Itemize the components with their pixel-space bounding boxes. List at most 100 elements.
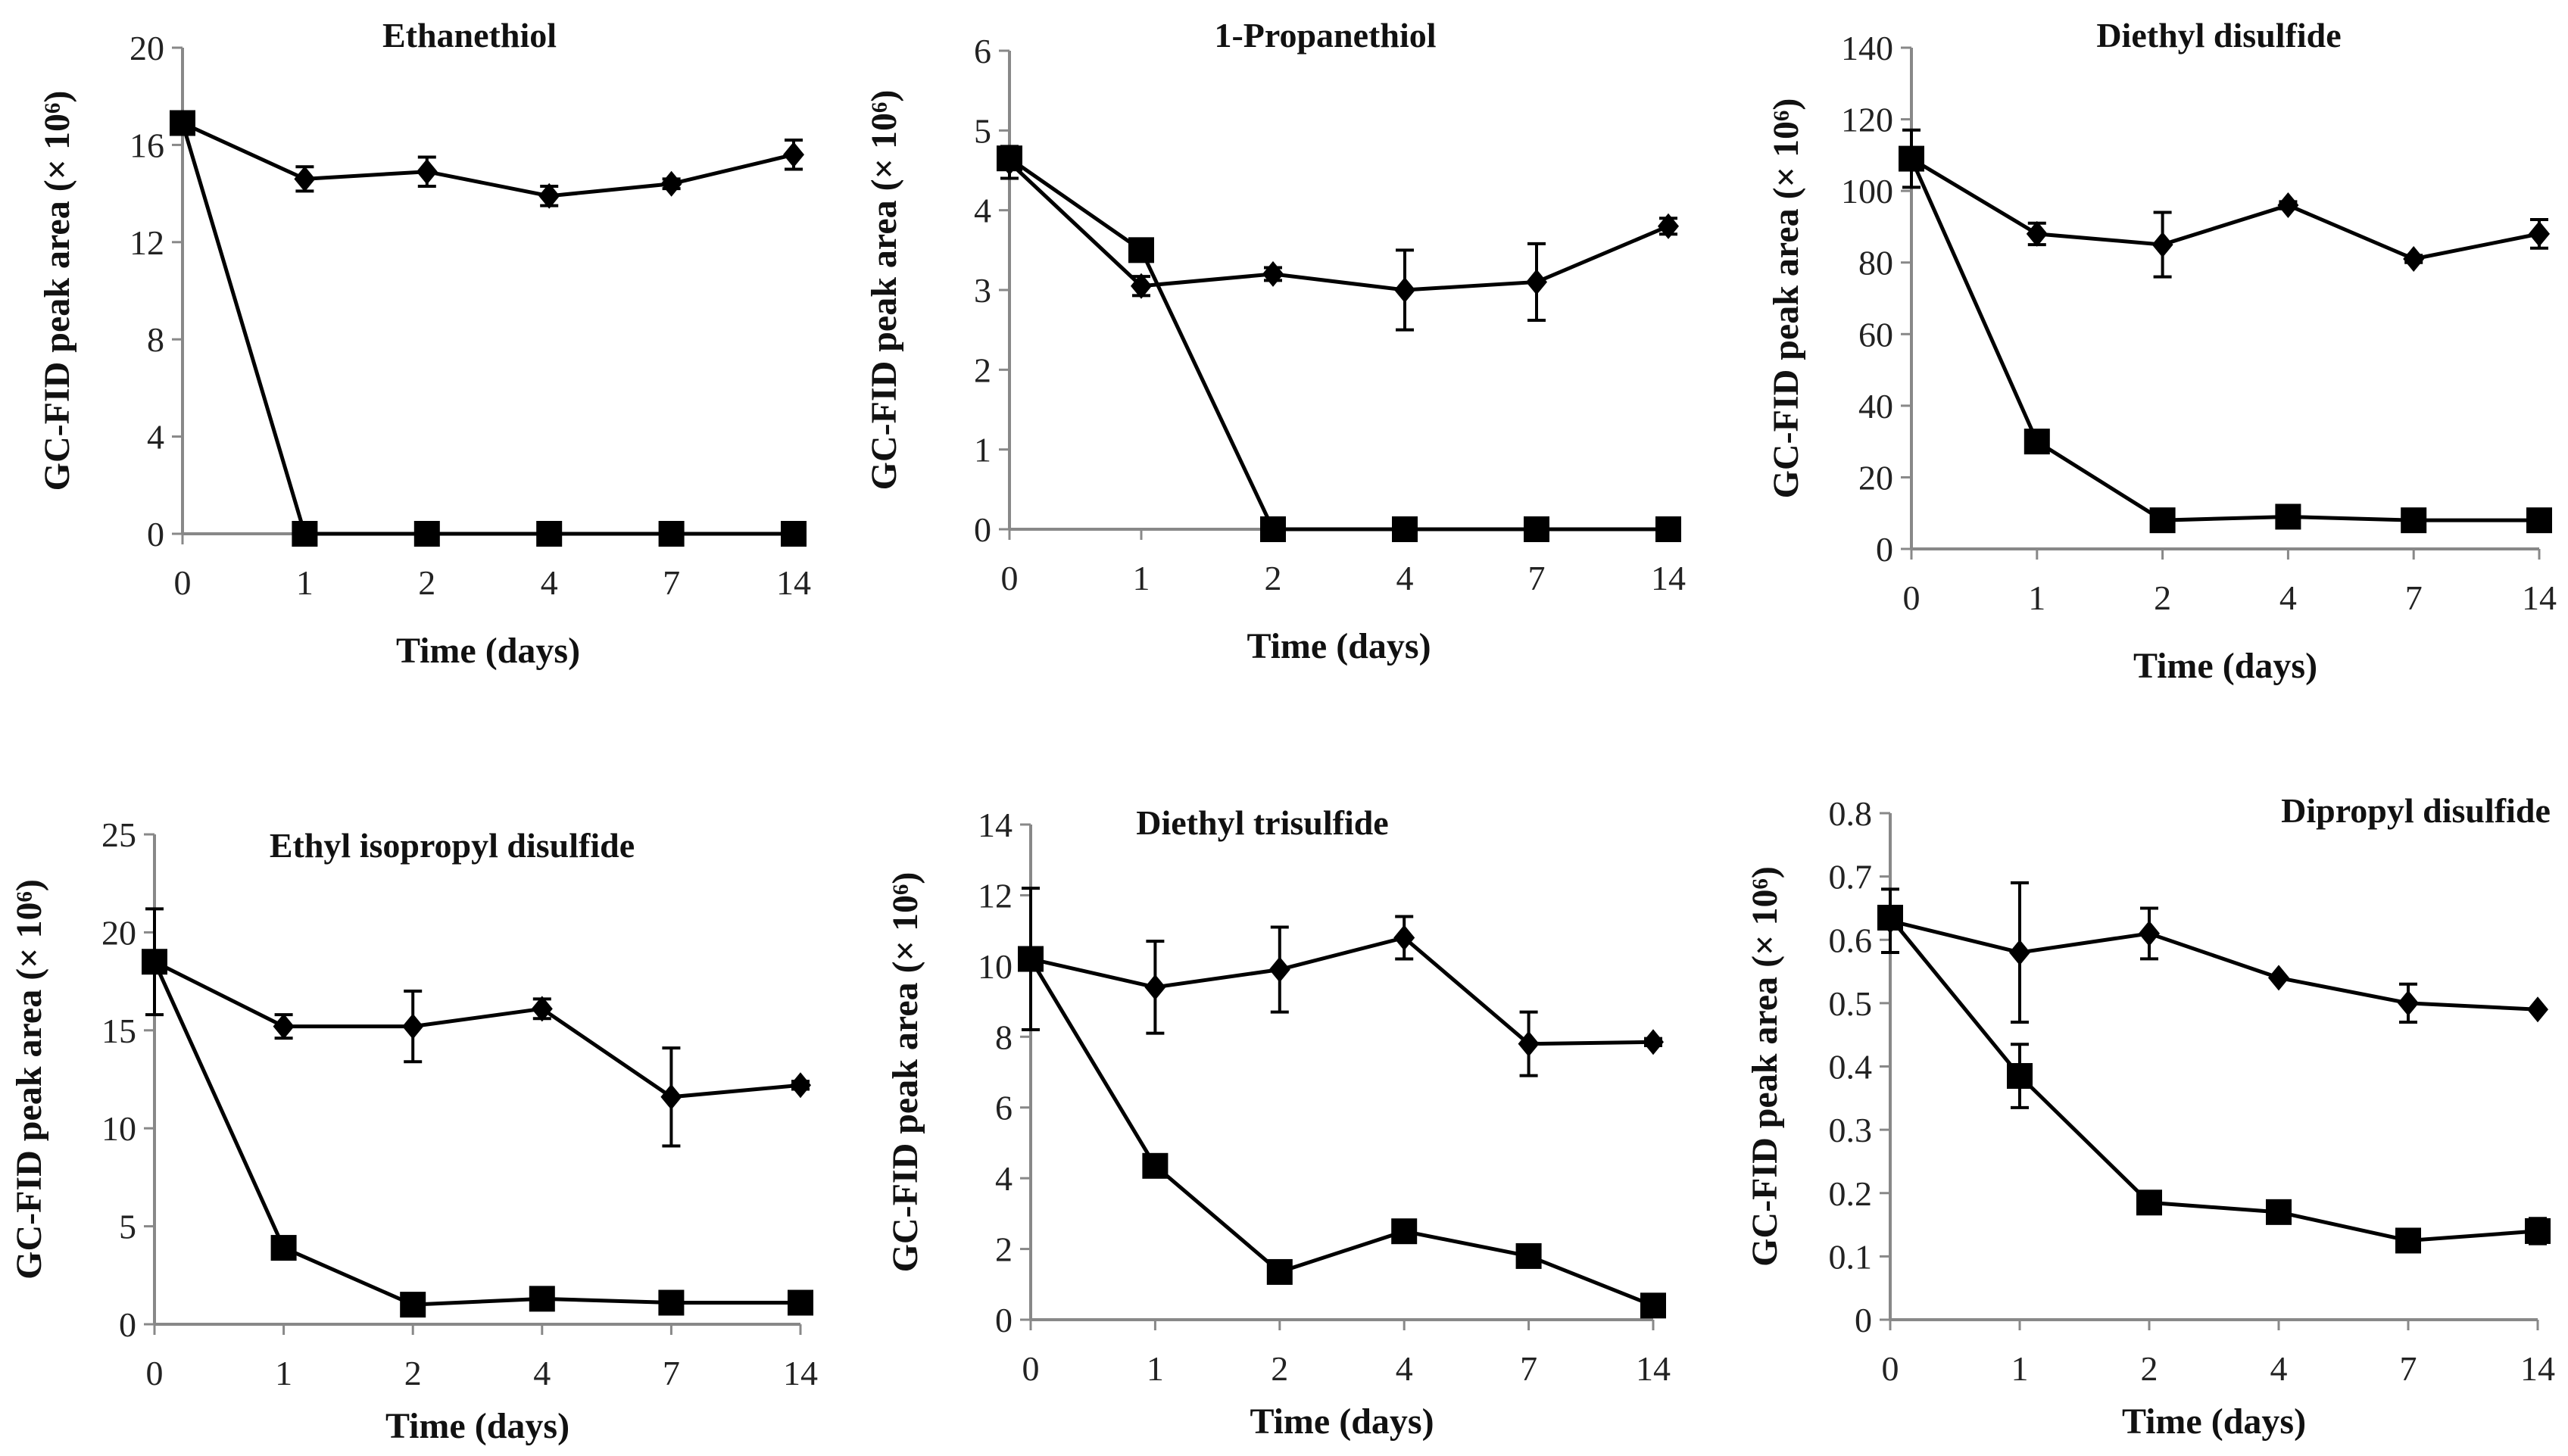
x-tick-label: 1 [275,1354,292,1392]
data-point-square [142,949,167,975]
y-tick-label: 3 [974,271,991,310]
data-point-diamond [2277,192,2299,219]
x-tick-label: 14 [776,563,811,602]
data-point-square [2275,504,2301,530]
data-point-diamond [660,170,682,197]
series-line-diamond [153,959,801,1099]
series-line-diamond [181,121,794,198]
y-tick-label: 4 [995,1159,1013,1198]
y-tick-label: 5 [974,111,991,150]
x-tick-label: 4 [2270,1349,2288,1388]
x-tick-label: 2 [2141,1349,2158,1388]
data-point-diamond [273,1013,295,1040]
data-point-square [658,1289,685,1316]
x-tick-label: 14 [2522,578,2557,617]
series-line-diamond [1008,161,1669,292]
y-tick-label: 10 [101,1109,136,1148]
y-tick-label: 0.8 [1829,794,1873,833]
data-point-square [788,1289,813,1316]
y-tick-label: 20 [1858,458,1893,497]
data-point-diamond [1658,213,1679,239]
data-point-square [2395,1227,2421,1254]
series-line-diamond [1030,935,1654,1046]
chart-panel-1: 0 1 2 3 4 5 6 0 1 2 4 7 14 1-Propanethiol Time (days) G… [864,16,1686,666]
x-tick-label: 2 [1265,559,1282,597]
chart-panel-5: 0 0.1 0.2 0.3 0.4 0.5 0.6 0.7 0.8 0 1 2 4 7 14 Dipropyl… [1745,791,2555,1442]
data-point-square [2136,1189,2162,1216]
data-point-square [1018,946,1044,972]
data-point-square [1640,1292,1666,1319]
x-tick-label: 4 [1396,559,1414,597]
y-tick-label: 0.2 [1829,1174,1873,1213]
data-point-square [413,521,440,547]
y-tick-label: 6 [995,1089,1013,1127]
data-point-square [1128,237,1154,263]
x-tick-label: 1 [2011,1349,2029,1388]
data-point-diamond [2139,920,2160,946]
y-tick-label: 12 [129,223,164,262]
x-tick-label: 14 [2520,1349,2555,1388]
x-tick-label: 7 [663,1354,680,1392]
data-point-square [2525,1217,2551,1244]
x-tick-label: 2 [2154,578,2171,617]
data-point-square [997,145,1022,172]
data-point-diamond [1526,269,1547,295]
data-point-diamond [660,1083,682,1110]
y-tick-label: 2 [974,351,991,389]
chart-title: Dipropyl disulfide [2281,791,2551,830]
data-point-square [1899,145,1924,172]
x-axis-title: Time (days) [2133,646,2317,686]
y-tick-label: 0 [1855,1301,1872,1339]
data-point-square [536,521,563,547]
series-line-diamond [1889,918,2538,1012]
data-point-diamond [2151,232,2173,258]
x-tick-label: 7 [1528,559,1546,597]
series-line-square [1889,916,2538,1242]
data-point-diamond [790,1072,811,1099]
y-tick-label: 20 [129,29,164,67]
chart-title: Diethyl disulfide [2096,16,2341,55]
data-point-diamond [1393,924,1415,951]
series-line-square [1008,157,1668,532]
data-point-square [1524,516,1549,542]
series-line-diamond [1910,157,2540,261]
x-axis-title: Time (days) [2122,1401,2306,1442]
data-point-square [2007,1063,2033,1090]
data-point-square [1142,1152,1169,1179]
x-tick-label: 2 [1271,1349,1288,1388]
y-tick-label: 0 [147,515,164,553]
x-axis-title: Time (days) [1247,626,1431,666]
data-point-square [292,521,318,547]
y-tick-label: 12 [978,876,1013,915]
x-tick-label: 4 [2279,578,2297,617]
y-tick-label: 10 [978,947,1013,986]
x-tick-label: 7 [2400,1349,2417,1388]
y-tick-label: 0.1 [1829,1237,1873,1276]
y-tick-label: 0.6 [1829,921,1873,959]
data-point-diamond [2398,990,2419,1016]
x-tick-label: 2 [418,563,435,602]
x-tick-label: 4 [541,563,558,602]
y-axis-title: GC-FID peak area (× 10⁶) [9,879,49,1280]
y-tick-label: 0 [1876,530,1893,569]
x-tick-label: 7 [2405,578,2423,617]
data-point-square [2401,507,2427,534]
y-tick-label: 4 [147,418,164,457]
data-point-square [529,1286,555,1312]
data-point-square [1877,904,1903,931]
data-point-square [2149,507,2176,534]
y-axis-title: GC-FID peak area (× 10⁶) [1745,866,1785,1267]
y-tick-label: 0.5 [1829,984,1873,1023]
x-axis-title: Time (days) [396,631,580,671]
y-axis-title: GC-FID peak area (× 10⁶) [37,91,77,491]
data-point-square [170,110,195,136]
y-tick-label: 0 [119,1305,136,1344]
data-point-square [781,521,807,547]
x-axis-title: Time (days) [1250,1401,1434,1442]
data-point-square [1266,1258,1293,1285]
data-point-diamond [2529,220,2550,247]
data-point-diamond [1131,273,1152,299]
data-point-diamond [2403,245,2425,272]
